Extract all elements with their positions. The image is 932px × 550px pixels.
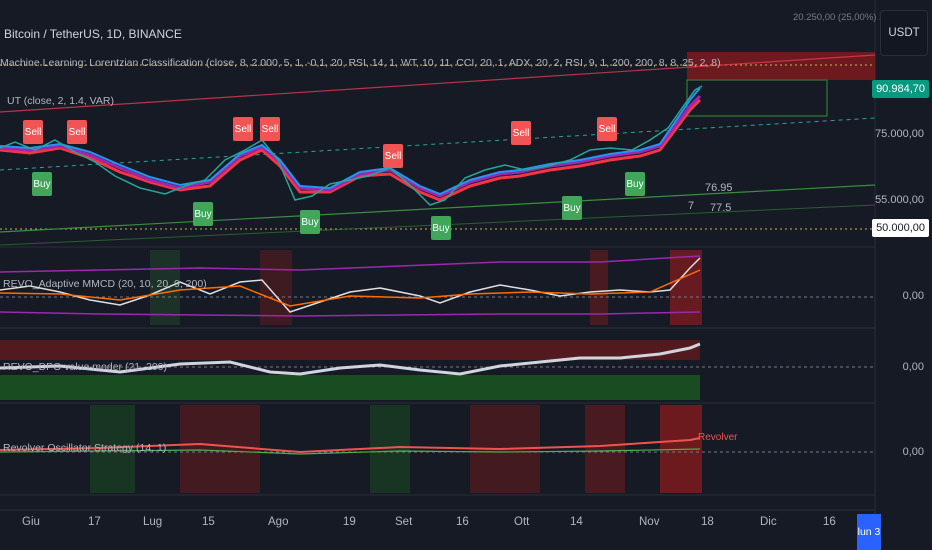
currency-button[interactable]: USDT (880, 10, 928, 56)
x-axis-label: 18 (701, 516, 714, 528)
target-box (686, 79, 828, 117)
ma-line-blue (0, 87, 701, 196)
indicator-osc-label[interactable]: Revolver Oscillator Strategy (14, 1) (3, 442, 167, 454)
x-axis-label: Dic (760, 516, 777, 528)
x-axis-label: Giu (22, 516, 40, 528)
x-axis-label: Lug (143, 516, 163, 528)
osc-tag: Revolver (698, 432, 738, 443)
buy-signal[interactable]: Buy (32, 172, 52, 196)
price-candles (0, 85, 703, 206)
buy-signal[interactable]: Buy (431, 216, 451, 240)
x-axis-label: 17 (88, 516, 101, 528)
ma-line-purple (0, 94, 702, 198)
symbol-title[interactable]: Bitcoin / TetherUS, 1D, BINANCE (4, 27, 182, 41)
x-axis-label: 19 (343, 516, 356, 528)
price-tick: 75.000,00 (875, 128, 924, 140)
sell-signal[interactable]: Sell (383, 144, 403, 168)
trendline-mid (0, 117, 876, 171)
trendline-upper (0, 54, 876, 113)
current-price-label: 90.984,70 (872, 80, 929, 98)
x-axis-label: 16 (456, 516, 469, 528)
x-axis-label: Ott (514, 516, 530, 528)
ma-line-red (0, 98, 702, 202)
buy-signal[interactable]: Buy (193, 202, 213, 226)
trendline-lower (0, 184, 876, 233)
x-axis-label: 14 (570, 516, 583, 528)
dpo-zero: 0,00 (902, 361, 924, 373)
indicator-ut-label[interactable]: UT (close, 2, 1.4, VAR) (7, 95, 114, 107)
indicator-macd-label[interactable]: REVO_Adaptive MMCD (20, 10, 20, 9, 200) (3, 278, 207, 290)
sell-signal[interactable]: Sell (597, 117, 617, 141)
date-highlight: lun 3 (857, 514, 881, 550)
price-level-box: 50.000,00 (872, 219, 929, 237)
osc-zero: 0,00 (902, 446, 924, 458)
sell-signal[interactable]: Sell (233, 117, 253, 141)
value-label: 77.5 (710, 202, 732, 214)
price-tick: 55.000,00 (875, 194, 924, 206)
sell-signal[interactable]: Sell (511, 121, 531, 145)
measure-info: 20.250,00 (25,00%) 2.025,000 (793, 12, 922, 23)
x-axis-label: 15 (202, 516, 215, 528)
buy-signal[interactable]: Buy (300, 210, 320, 234)
value-label: 76.95 (705, 182, 733, 194)
value-label: 7 (688, 200, 695, 212)
x-axis-label: 16 (823, 516, 836, 528)
sell-signal[interactable]: Sell (23, 120, 43, 144)
x-axis-label: Ago (268, 516, 289, 528)
macd-zero: 0,00 (902, 290, 924, 302)
buy-signal[interactable]: Buy (562, 196, 582, 220)
sell-signal[interactable]: Sell (260, 117, 280, 141)
x-axis-label: Nov (639, 516, 660, 528)
indicator-ml-label[interactable]: Machine Learning: Lorentzian Classificat… (0, 57, 721, 69)
buy-signal[interactable]: Buy (625, 172, 645, 196)
indicator-dpo-label[interactable]: REVO_DPO value moder (21, 200) (3, 361, 167, 373)
x-axis-label: Set (395, 516, 413, 528)
sell-signal[interactable]: Sell (67, 120, 87, 144)
